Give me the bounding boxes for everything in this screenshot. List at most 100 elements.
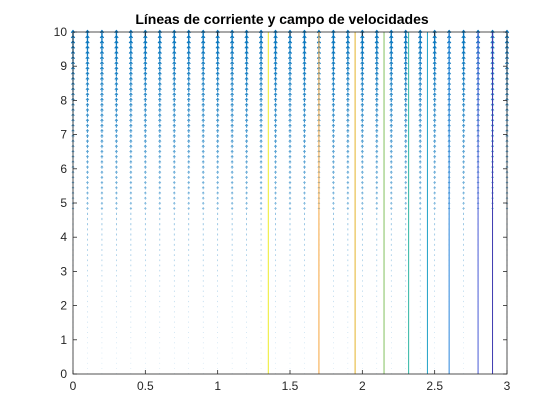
- arrow-head: [288, 139, 292, 142]
- velocity-arrow: [259, 107, 263, 113]
- arrow-head: [230, 76, 235, 80]
- arrow-head: [114, 160, 118, 163]
- arrow-head: [216, 154, 220, 158]
- arrow-head: [331, 40, 336, 44]
- velocity-arrow: [230, 196, 234, 200]
- velocity-arrow: [85, 160, 89, 164]
- arrow-head: [432, 45, 437, 49]
- arrow-head: [418, 102, 423, 106]
- arrow-head: [259, 134, 263, 137]
- velocity-arrow: [274, 191, 277, 195]
- velocity-arrow: [215, 40, 220, 46]
- arrow-head: [100, 191, 104, 194]
- arrow-head: [461, 76, 466, 80]
- velocity-arrow: [360, 50, 365, 56]
- arrow-head: [244, 40, 249, 44]
- velocity-arrow: [187, 128, 191, 133]
- arrow-head: [230, 45, 235, 49]
- arrow-head: [258, 40, 264, 44]
- velocity-arrow: [201, 55, 206, 62]
- arrow-head: [143, 180, 147, 184]
- arrow-head: [461, 139, 466, 142]
- velocity-arrow: [86, 175, 89, 180]
- arrow-head: [215, 92, 220, 96]
- velocity-arrow: [288, 160, 292, 164]
- arrow-head: [244, 123, 249, 127]
- arrow-head: [115, 196, 118, 199]
- arrow-head: [375, 123, 379, 127]
- velocity-arrow: [259, 87, 263, 92]
- velocity-arrow: [418, 66, 423, 72]
- arrow-head: [143, 175, 147, 179]
- velocity-arrow: [418, 113, 422, 118]
- velocity-arrow: [129, 186, 133, 190]
- velocity-arrow: [274, 196, 277, 200]
- velocity-arrow: [172, 107, 177, 113]
- arrow-head: [85, 92, 90, 96]
- arrow-head: [303, 201, 306, 204]
- arrow-head: [273, 50, 278, 54]
- arrow-head: [302, 139, 307, 142]
- arrow-head: [346, 165, 350, 168]
- arrow-head: [114, 165, 118, 168]
- arrow-head: [433, 144, 437, 148]
- velocity-arrow: [345, 81, 350, 87]
- arrow-head: [404, 186, 408, 189]
- arrow-head: [187, 134, 191, 137]
- arrow-head: [403, 66, 408, 70]
- velocity-arrow: [100, 175, 104, 180]
- velocity-arrow: [259, 113, 263, 118]
- velocity-arrow: [360, 154, 364, 159]
- arrow-head: [114, 107, 119, 111]
- arrow-head: [100, 201, 104, 204]
- velocity-arrow: [375, 160, 379, 164]
- arrow-head: [215, 71, 220, 75]
- velocity-arrow: [346, 134, 350, 139]
- velocity-arrow: [375, 118, 379, 123]
- velocity-arrow: [432, 76, 437, 82]
- arrow-head: [374, 40, 379, 44]
- arrow-head: [201, 206, 205, 210]
- arrow-head: [259, 66, 264, 70]
- velocity-arrow: [158, 196, 162, 200]
- arrow-head: [230, 71, 235, 75]
- velocity-arrow: [201, 165, 205, 169]
- velocity-arrow: [302, 165, 306, 169]
- arrow-head: [100, 175, 104, 179]
- arrow-head: [274, 196, 277, 199]
- velocity-arrow: [259, 149, 263, 154]
- velocity-arrow: [331, 128, 336, 133]
- arrow-head: [244, 134, 249, 137]
- arrow-head: [259, 175, 263, 179]
- arrow-head: [332, 196, 335, 199]
- arrow-head: [85, 102, 90, 106]
- arrow-head: [360, 76, 365, 80]
- arrow-head: [201, 107, 205, 111]
- arrow-head: [404, 165, 408, 168]
- velocity-arrow: [288, 102, 292, 108]
- velocity-arrow: [244, 113, 249, 118]
- velocity-arrow: [418, 160, 422, 164]
- velocity-arrow: [143, 66, 148, 72]
- velocity-arrow: [389, 113, 394, 118]
- velocity-arrow: [186, 107, 191, 113]
- velocity-arrow: [404, 149, 408, 154]
- arrow-head: [302, 102, 307, 106]
- velocity-arrow: [215, 113, 220, 118]
- arrow-head: [461, 134, 466, 137]
- velocity-arrow: [360, 128, 365, 133]
- velocity-arrow: [128, 76, 133, 82]
- arrow-head: [432, 55, 437, 60]
- arrow-head: [273, 139, 278, 142]
- arrow-head: [230, 55, 235, 60]
- velocity-arrow: [302, 128, 307, 133]
- velocity-arrow: [201, 76, 206, 82]
- arrow-head: [201, 139, 205, 142]
- velocity-arrow: [172, 170, 176, 174]
- arrow-head: [245, 154, 249, 158]
- velocity-arrow: [215, 45, 220, 51]
- arrow-head: [273, 123, 278, 127]
- arrow-head: [187, 196, 191, 199]
- velocity-arrow: [99, 60, 104, 67]
- velocity-arrow: [418, 196, 422, 200]
